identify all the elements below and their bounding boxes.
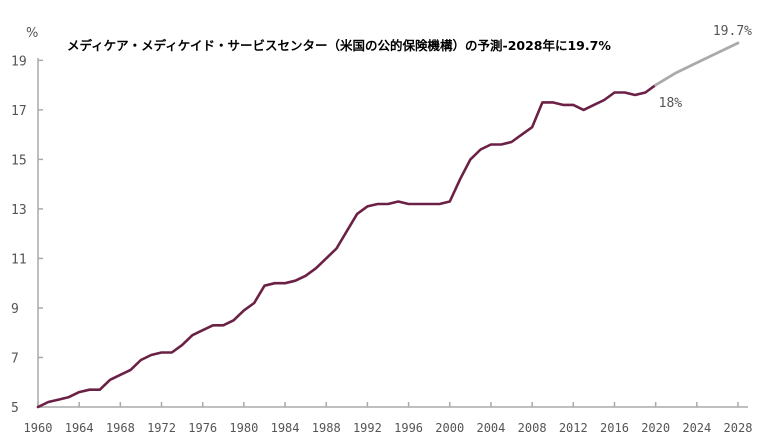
chart-title: メディケア・メディケイド・サービスセンター（米国の公的保険機構）の予測-2028…: [67, 38, 611, 53]
x-tick-label: 1968: [106, 421, 135, 435]
y-tick-label: 17: [11, 104, 27, 119]
historical-series-line: [36, 83, 657, 409]
x-tick-label: 1988: [312, 421, 341, 435]
y-tick-label: 13: [11, 203, 27, 218]
x-tick-label: 1980: [229, 421, 258, 435]
y-tick-label: 19: [11, 54, 27, 69]
x-tick-label: 1992: [353, 421, 382, 435]
x-tick-label: 1984: [271, 421, 300, 435]
x-tick-label: 2028: [724, 421, 753, 435]
annotation-layer: 18% 19.7%: [659, 24, 753, 111]
x-tick-label: 2008: [518, 421, 547, 435]
x-tick-label: 2020: [641, 421, 670, 435]
x-tick-label: 1972: [147, 421, 176, 435]
y-tick-label: 7: [11, 351, 19, 366]
x-tick-label: 2004: [476, 421, 505, 435]
x-tick-label: 2012: [559, 421, 588, 435]
projection-series-line: [654, 41, 740, 87]
y-axis-unit: %: [26, 26, 38, 41]
x-tick-label: 2000: [435, 421, 464, 435]
x-tick-label: 2016: [600, 421, 629, 435]
y-tick-label: 5: [11, 401, 19, 416]
x-tick-label: 2024: [682, 421, 711, 435]
annotation-18-percent: 18%: [659, 96, 683, 111]
annotation-19-7-percent: 19.7%: [713, 24, 752, 39]
axes: 19 17 15 13 11 9 7 5 1960 1964 1968 1972 1976 1980 198…: [11, 54, 752, 435]
x-tick-label: 1976: [188, 421, 217, 435]
x-tick-label: 1964: [65, 421, 94, 435]
y-tick-label: 9: [11, 302, 19, 317]
y-tick-label: 11: [11, 252, 27, 267]
series-layer: [36, 41, 740, 409]
x-tick-label: 1996: [394, 421, 423, 435]
x-tick-label: 1960: [24, 421, 53, 435]
y-tick-label: 15: [11, 153, 27, 168]
